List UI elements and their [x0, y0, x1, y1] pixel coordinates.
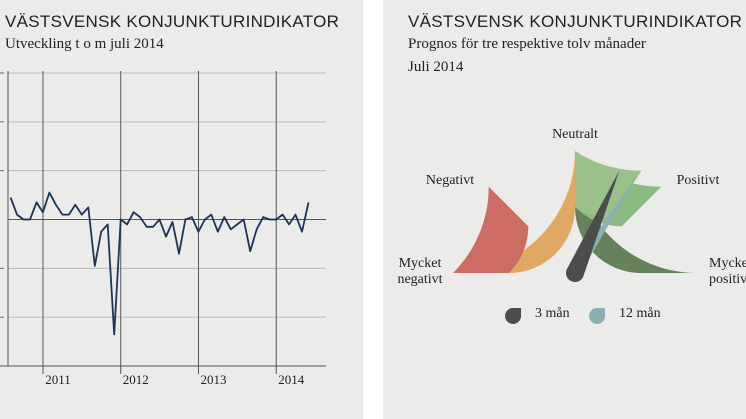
needle-3-man	[566, 170, 620, 282]
chart-title: VÄSTSVENSK KONJUNKTURINDIKATOR	[5, 12, 340, 31]
legend-3-man-icon	[505, 307, 522, 324]
legend-3-man-label: 3 mån	[535, 306, 570, 321]
zone-very-negative	[453, 186, 529, 273]
zone-negative	[453, 151, 575, 273]
line-chart-panel: VÄSTSVENSK KONJUNKTURINDIKATOR Utvecklin…	[0, 0, 363, 419]
legend-12-man-label: 12 mån	[619, 306, 661, 321]
zone-label-very-positive: positivt	[709, 272, 746, 287]
zone-label-very-negative: Mycket	[399, 256, 442, 271]
series-line	[9, 191, 310, 336]
gauge-panel: VÄSTSVENSK KONJUNKTURINDIKATOR Prognos f…	[383, 0, 746, 419]
gauge-subtitle-date: Juli 2014	[408, 59, 464, 75]
zone-label-positive: Positivt	[677, 173, 720, 188]
zone-neutral-light	[575, 151, 642, 218]
chart-subtitle: Utveckling t o m juli 2014	[5, 36, 164, 52]
x-tick-label: 2014	[278, 372, 305, 387]
x-tick-label: 2013	[200, 372, 226, 387]
x-tick-label: 2011	[45, 372, 71, 387]
gauge-subtitle: Prognos för tre respektive tolv månader	[408, 36, 646, 52]
x-tick-label: 2012	[123, 372, 149, 387]
zone-label-negative: Negativt	[426, 173, 474, 188]
line-chart: 2011 2012 2013 2014	[0, 71, 326, 387]
zone-label-very-positive: Mycket	[709, 256, 746, 271]
zone-label-very-negative: negativt	[397, 272, 442, 287]
zone-positive-dark	[575, 151, 697, 273]
gauge-chart: MycketnegativtNegativtNeutraltPositivtMy…	[397, 127, 746, 324]
zone-label-neutral: Neutralt	[552, 127, 598, 142]
legend-12-man-icon	[589, 307, 606, 324]
gauge-title: VÄSTSVENSK KONJUNKTURINDIKATOR	[408, 12, 743, 31]
